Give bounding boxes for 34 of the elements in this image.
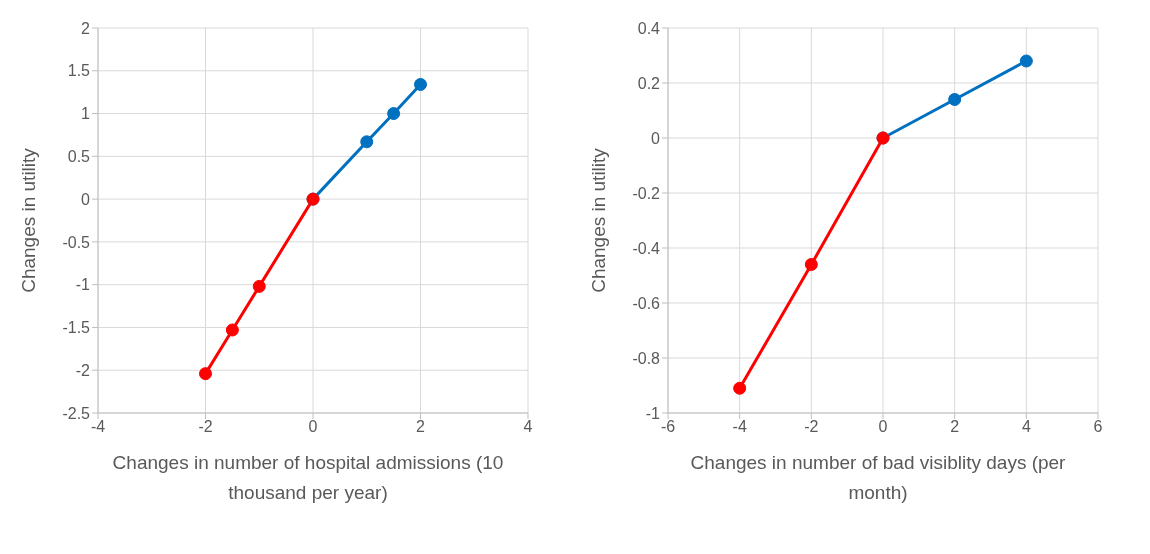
y-tick-label: -0.6 (632, 294, 661, 312)
y-tick-label: 1.5 (67, 62, 91, 80)
y-tick-label: -0.4 (632, 239, 661, 257)
y-tick-label: -1 (645, 404, 661, 422)
x-tick-label: 6 (1093, 418, 1103, 436)
x-tick-label: 4 (1021, 418, 1031, 436)
y-tick-label: -2.5 (62, 404, 91, 422)
x-tick-label: -6 (660, 418, 676, 436)
y-tick-label: 0.2 (637, 74, 661, 92)
x-tick-label: 2 (416, 418, 426, 436)
x-tick-label: -2 (804, 418, 819, 436)
x-tick-label: -4 (90, 418, 106, 436)
y-tick-label: 1 (81, 105, 91, 123)
x-axis-title: Changes in number of hospital admissions (10 thousand per year) (111, 451, 505, 505)
y-tick-label: -2 (75, 361, 91, 379)
x-tick-label: -4 (732, 418, 747, 436)
y-axis-title: Changes in utility (17, 147, 39, 293)
x-tick-label: 0 (308, 418, 318, 436)
x-tick-label: -2 (198, 418, 213, 436)
y-tick-label: -1.5 (62, 319, 91, 337)
y-tick-label: 2 (81, 19, 91, 37)
x-tick-label: 0 (878, 418, 888, 436)
y-tick-label: -1 (75, 276, 91, 294)
y-tick-label: -0.2 (632, 184, 661, 202)
y-tick-label: 0 (651, 129, 661, 147)
x-axis-title: Changes in number of bad visiblity days (per month) (689, 451, 1067, 505)
y-tick-label: -0.5 (62, 233, 91, 251)
y-tick-label: 0.4 (637, 19, 661, 37)
x-tick-label: 4 (523, 418, 533, 436)
x-tick-label: 2 (950, 418, 960, 436)
y-axis-title: Changes in utility (587, 147, 609, 293)
y-tick-label: 0 (81, 190, 91, 208)
y-tick-label: -0.8 (632, 349, 661, 367)
y-tick-label: 0.5 (67, 148, 91, 166)
